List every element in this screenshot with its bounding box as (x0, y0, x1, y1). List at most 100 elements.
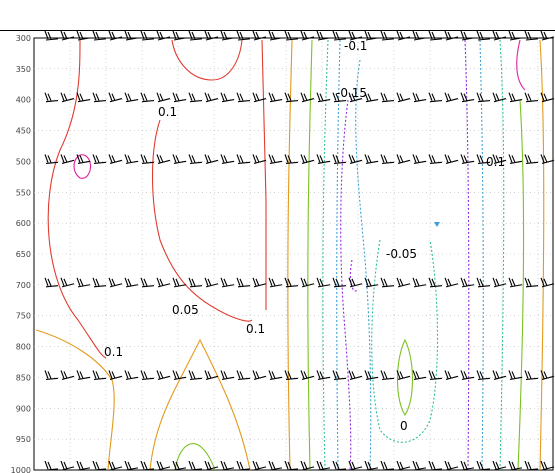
wind-barb (76, 370, 91, 380)
wind-barb (492, 30, 507, 41)
wind-barb (508, 92, 523, 103)
wind-barb (236, 92, 251, 103)
contour-red-1 (47, 39, 107, 359)
wind-barb (284, 460, 299, 471)
wind-barb (300, 460, 315, 471)
wind-barb (236, 154, 251, 164)
wind-barb (284, 277, 299, 288)
wind-barb (44, 154, 59, 164)
wind-barb (444, 370, 459, 380)
wind-barb (92, 92, 107, 103)
wind-barb (236, 370, 251, 380)
wind-barb (412, 154, 427, 164)
wind-barb (124, 92, 139, 103)
wind-barb (188, 30, 203, 41)
wind-barb (156, 92, 171, 103)
wind-barb (300, 277, 315, 288)
wind-barb (268, 460, 283, 471)
wind-barb (108, 277, 123, 288)
wind-barb (108, 460, 123, 471)
wind-barb (284, 154, 299, 164)
y-tick-label: 400 (16, 96, 31, 105)
wind-barb (300, 370, 315, 380)
wind-barb (44, 460, 59, 471)
contour-label-9: 0 (400, 419, 408, 433)
y-tick-label: 350 (16, 65, 31, 74)
wind-barb (124, 460, 139, 471)
wind-barb (284, 30, 299, 41)
wind-barb (44, 92, 59, 103)
wind-barb (540, 370, 555, 380)
contour-label-4: 0.1 (486, 155, 505, 169)
wind-barb (332, 460, 347, 471)
wind-barb (380, 460, 395, 471)
wind-barb (412, 460, 427, 471)
contour-green-3 (397, 338, 413, 416)
contour-label-1: -0.1 (344, 39, 367, 53)
wind-barb (220, 92, 235, 103)
contour-orange-3 (287, 39, 293, 471)
wind-barb (252, 460, 267, 471)
y-tick-label: 850 (16, 373, 31, 382)
wind-barb (172, 30, 187, 41)
contour-teal-1 (322, 39, 329, 471)
wind-barb (540, 277, 555, 288)
wind-barb (380, 154, 395, 164)
wind-barb (348, 92, 363, 103)
wind-barb (364, 30, 379, 41)
wind-barb (140, 92, 155, 103)
y-tick-label: 500 (16, 157, 31, 166)
wind-barb (220, 370, 235, 380)
wind-barb (236, 460, 251, 471)
wind-barb (460, 277, 475, 288)
wind-barb (204, 154, 219, 164)
wind-barb (332, 370, 347, 380)
wind-barb (76, 277, 91, 288)
wind-barb (124, 277, 139, 288)
wind-barb (444, 460, 459, 471)
wind-barb (172, 154, 187, 164)
contour-red-2 (171, 39, 243, 81)
wind-barb (252, 370, 267, 380)
wind-barb (428, 92, 443, 103)
wind-barbs (44, 30, 555, 471)
contour-orange-4 (539, 39, 545, 471)
wind-barb (316, 277, 331, 288)
wind-barb (188, 92, 203, 103)
wind-barb (348, 277, 363, 288)
wind-barb (220, 460, 235, 471)
wind-barb (524, 30, 539, 41)
wind-barb (348, 460, 363, 471)
wind-barb (460, 370, 475, 380)
wind-barb (332, 92, 347, 103)
top-bar (0, 0, 555, 31)
wind-barb (268, 30, 283, 41)
contour-green-2 (517, 99, 525, 471)
wind-barb (156, 460, 171, 471)
wind-barb (316, 370, 331, 380)
y-tick-label: 550 (16, 188, 31, 197)
wind-barb (236, 277, 251, 288)
wind-barb (124, 30, 139, 41)
wind-barb (60, 277, 75, 288)
wind-barb (396, 277, 411, 288)
contour-red-4 (261, 39, 267, 310)
wind-barb (156, 370, 171, 380)
wind-barb (492, 277, 507, 288)
wind-barb (60, 154, 75, 164)
wind-barb (76, 154, 91, 164)
wind-barb (492, 460, 507, 471)
contour-label-7: 0.1 (246, 322, 265, 336)
wind-barb (364, 92, 379, 103)
wind-barb (108, 154, 123, 164)
wind-barb (236, 30, 251, 41)
wind-barb (172, 460, 187, 471)
wind-barb (460, 92, 475, 103)
wind-barb (540, 92, 555, 103)
wind-barb (316, 30, 331, 41)
wind-barb (428, 277, 443, 288)
y-tick-label: 750 (16, 312, 31, 321)
y-tick-label: 700 (16, 281, 31, 290)
wind-barb (108, 30, 123, 41)
